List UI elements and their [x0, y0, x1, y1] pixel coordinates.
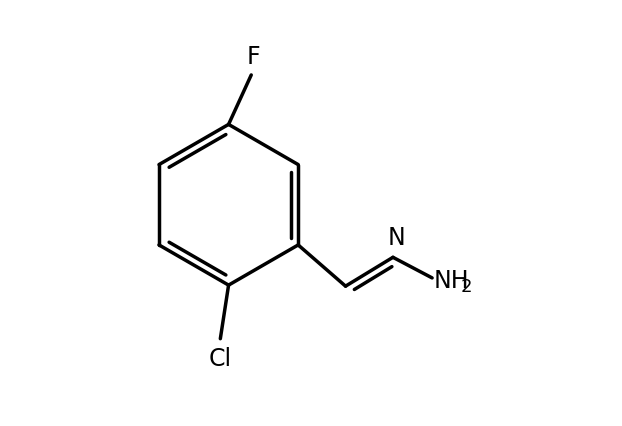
- Text: Cl: Cl: [209, 347, 232, 371]
- Text: N: N: [388, 226, 405, 250]
- Text: NH: NH: [434, 269, 470, 293]
- Text: F: F: [246, 45, 260, 69]
- Text: 2: 2: [460, 278, 471, 296]
